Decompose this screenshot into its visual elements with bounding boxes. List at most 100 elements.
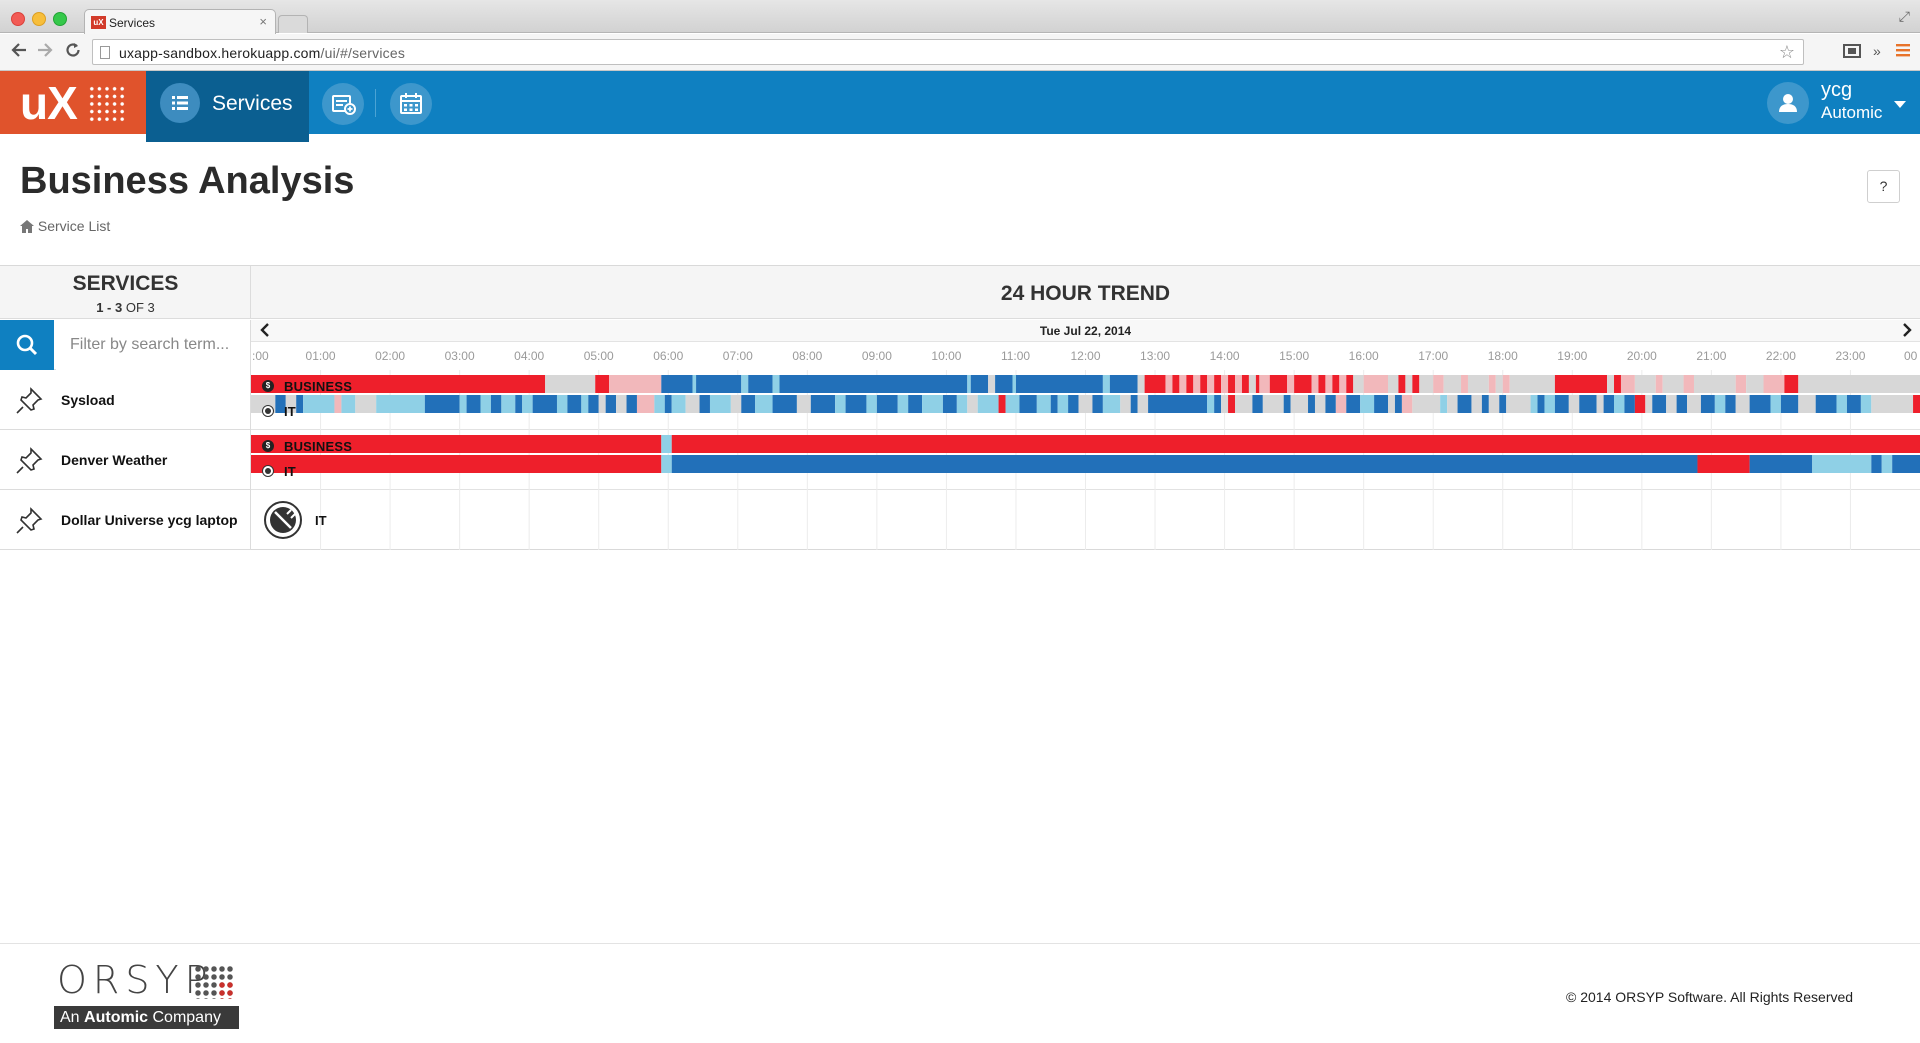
heatmap-cell (1812, 455, 1872, 473)
heatmap-cell (1235, 395, 1253, 413)
heatmap-cell (1207, 395, 1215, 413)
heatmap-row-sysload-it (251, 395, 1920, 413)
hour-tick-label: 13:00 (1140, 349, 1171, 363)
heatmap-cell (636, 395, 655, 413)
trend-title: 24 HOUR TREND (1000, 282, 1171, 305)
service-name[interactable]: Denver Weather (61, 452, 168, 468)
heatmap-cell (1749, 455, 1813, 473)
heatmap-cell (1467, 375, 1489, 393)
bookmark-star-icon[interactable]: ☆ (1778, 42, 1795, 62)
service-name[interactable]: Dollar Universe ycg laptop (61, 512, 238, 528)
tab-close-icon[interactable]: × (259, 14, 267, 29)
heatmap-cell (1624, 395, 1635, 413)
fullscreen-icon[interactable]: ⤢ (1898, 8, 1910, 24)
heatmap-cell (1499, 395, 1507, 413)
hour-tick-label: :00 (252, 349, 269, 363)
hour-tick-label: 08:00 (792, 349, 823, 363)
heatmap-cell (1509, 375, 1555, 393)
heatmap-cell (1332, 375, 1340, 393)
nav-add-service-button[interactable] (322, 83, 364, 125)
home-icon (20, 220, 34, 233)
extensions-overflow-icon[interactable]: » (1873, 43, 1881, 59)
heatmap-cell (1871, 395, 1914, 413)
heatmap-cell (692, 375, 697, 393)
pin-icon[interactable] (14, 506, 44, 536)
breadcrumb[interactable]: Service List (20, 218, 110, 234)
heatmap-cell (1335, 395, 1347, 413)
back-icon[interactable] (10, 41, 28, 59)
address-bar[interactable]: uxapp-sandbox.herokuapp.com/ui/#/service… (92, 39, 1804, 65)
service-row-denver-weather[interactable]: Denver Weather (0, 430, 251, 490)
url-text[interactable]: uxapp-sandbox.herokuapp.com/ui/#/service… (119, 45, 406, 61)
heatmap-cell (1360, 395, 1375, 413)
orsyp-tagline: An Automic Company (54, 1006, 239, 1029)
hour-tick-label: 11:00 (1000, 349, 1031, 363)
it-badge-icon (262, 465, 274, 477)
heatmap-cell (835, 395, 846, 413)
nav-divider (375, 89, 376, 117)
heatmap-cell (779, 375, 968, 393)
heatmap-cell (1554, 395, 1569, 413)
app-logo[interactable]: uX (0, 71, 146, 134)
pin-icon[interactable] (14, 386, 44, 416)
reload-icon[interactable] (64, 41, 82, 59)
user-avatar[interactable] (1767, 82, 1809, 124)
next-day-chevron-right-icon[interactable] (1902, 322, 1912, 338)
heatmap-cell (664, 395, 672, 413)
nav-services-label: Services (212, 92, 293, 115)
cast-icon[interactable] (1843, 43, 1861, 59)
heatmap-cell (1537, 395, 1545, 413)
browser-tab[interactable]: uX Services × (84, 9, 276, 34)
heatmap-cell (1502, 375, 1510, 393)
service-row-dollar-universe[interactable]: Dollar Universe ycg laptop (0, 490, 251, 550)
hour-tick-label: 00 (1904, 349, 1918, 363)
heatmap-cell (532, 395, 557, 413)
search-input[interactable] (56, 320, 250, 370)
hour-tick-label: 05:00 (583, 349, 614, 363)
date-label: Tue Jul 22, 2014 (1039, 324, 1132, 338)
heatmap-cell (967, 395, 978, 413)
heatmap-cell (1634, 395, 1646, 413)
heatmap-cell (1798, 375, 1920, 393)
heatmap-cell (1607, 375, 1615, 393)
previous-day-chevron-left-icon[interactable] (260, 322, 270, 338)
service-row-sysload[interactable]: Sysload (0, 370, 251, 430)
breadcrumb-service-list[interactable]: Service List (37, 218, 111, 234)
heatmap-cell (1015, 375, 1103, 393)
heatmap-cell (1798, 395, 1816, 413)
heatmap-cell (1620, 375, 1635, 393)
search-button[interactable] (0, 320, 54, 370)
window-close-button[interactable] (11, 12, 25, 26)
heatmap-cell (1871, 455, 1882, 473)
heatmap-cell (626, 395, 637, 413)
pin-icon[interactable] (14, 446, 44, 476)
heatmap-cell (1530, 395, 1538, 413)
user-name[interactable]: ycg (1821, 79, 1853, 101)
hour-axis: :00 01:00 02:00 03:00 04:00 05:00 06:00 07:00 08… (251, 342, 1920, 370)
new-tab-button[interactable] (278, 15, 308, 33)
window-minimize-button[interactable] (32, 12, 46, 26)
menu-icon[interactable] (1896, 43, 1910, 57)
user-org[interactable]: Automic (1821, 103, 1883, 122)
service-name[interactable]: Sysload (61, 392, 115, 408)
hour-tick-label: 16:00 (1348, 349, 1379, 363)
heatmap-cell (616, 395, 627, 413)
window-maximize-button[interactable] (53, 12, 67, 26)
heatmap-cell (1318, 375, 1326, 393)
nav-calendar-button[interactable] (390, 83, 432, 125)
heatmap-cell (988, 375, 996, 393)
heatmap-cell (1102, 395, 1121, 413)
heatmap-cell (755, 395, 773, 413)
heatmap-cell (995, 375, 1013, 393)
nav-services[interactable]: Services (146, 71, 309, 142)
forward-icon[interactable] (36, 41, 54, 59)
heatmap-cell (866, 395, 877, 413)
heatmap-cell (296, 395, 304, 413)
heatmap-cell (1440, 395, 1448, 413)
hour-tick-label: 19:00 (1557, 349, 1588, 363)
heatmap-cell (1645, 395, 1653, 413)
heatmap-cell (1568, 395, 1580, 413)
heatmap-cell (581, 395, 589, 413)
user-menu-chevron-down-icon[interactable] (1894, 101, 1906, 108)
help-button[interactable]: ? (1867, 170, 1900, 203)
